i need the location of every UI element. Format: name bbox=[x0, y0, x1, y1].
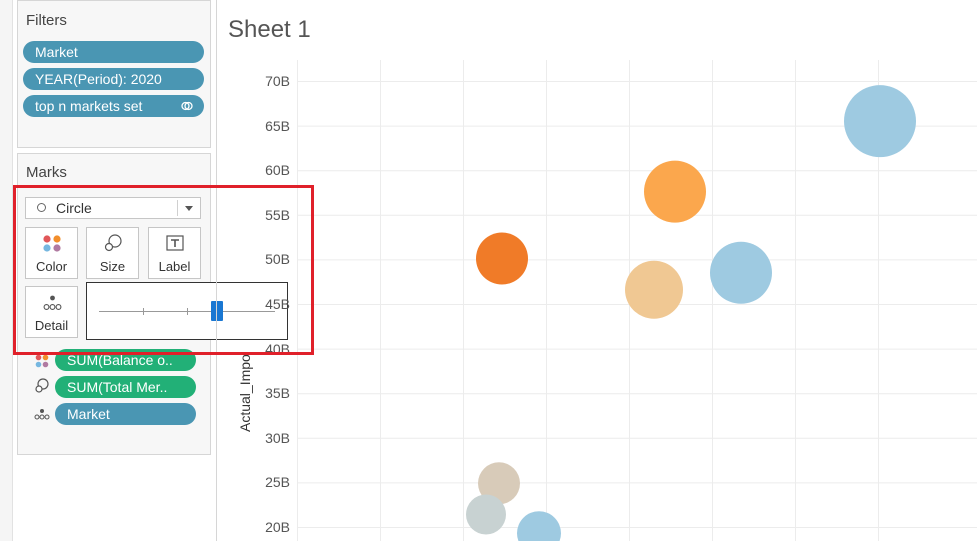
filter-pill-top-n-label: top n markets set bbox=[35, 98, 143, 114]
detail-button-label: Detail bbox=[34, 318, 69, 333]
y-tick-label: 35B bbox=[265, 385, 290, 402]
filter-pill-year[interactable]: YEAR(Period): 2020 bbox=[23, 68, 204, 90]
marks-title: Marks bbox=[26, 164, 67, 181]
filter-pill-market[interactable]: Market bbox=[23, 41, 204, 63]
text-label-icon bbox=[166, 235, 184, 251]
filter-pill-market-label: Market bbox=[35, 44, 78, 60]
detail-button[interactable]: Detail bbox=[25, 286, 78, 338]
filter-pill-top-n[interactable]: top n markets set bbox=[23, 95, 204, 117]
circle-icon bbox=[37, 203, 46, 212]
y-tick-label: 55B bbox=[265, 206, 290, 223]
scatter-point[interactable] bbox=[478, 462, 520, 505]
scatter-point[interactable] bbox=[844, 85, 916, 158]
sheet-title: Sheet 1 bbox=[228, 16, 311, 43]
detail-field-label: Market bbox=[67, 406, 110, 422]
size-button[interactable]: Size bbox=[86, 227, 139, 279]
chevron-down-icon bbox=[185, 206, 193, 211]
color-button[interactable]: Color bbox=[25, 227, 78, 279]
y-tick-label: 20B bbox=[265, 519, 290, 535]
scatter-point[interactable] bbox=[644, 160, 706, 223]
left-strip bbox=[0, 0, 13, 541]
scatter-plot bbox=[297, 60, 977, 541]
label-button[interactable]: Label bbox=[148, 227, 201, 279]
color-field-icon bbox=[35, 354, 49, 368]
scatter-point[interactable] bbox=[476, 232, 528, 285]
size-slider-popup bbox=[86, 282, 288, 340]
mark-type-label: Circle bbox=[56, 200, 92, 216]
y-tick-label: 65B bbox=[265, 117, 290, 134]
scatter-point[interactable] bbox=[625, 260, 683, 319]
y-axis-label: Actual_Impo bbox=[237, 354, 253, 432]
color-button-label: Color bbox=[35, 259, 68, 274]
size-icon bbox=[104, 234, 122, 252]
scatter-point[interactable] bbox=[466, 494, 506, 535]
detail-field-pill[interactable]: Market bbox=[55, 403, 196, 425]
size-slider-tick bbox=[187, 308, 188, 315]
view-divider bbox=[216, 0, 217, 541]
color-field-label: SUM(Balance o.. bbox=[67, 352, 173, 368]
y-tick-label: 45B bbox=[265, 296, 290, 312]
label-button-label: Label bbox=[158, 259, 191, 274]
highlight-box bbox=[13, 185, 314, 355]
size-field-icon bbox=[35, 378, 49, 393]
scatter-point[interactable] bbox=[710, 241, 772, 304]
size-field-pill[interactable]: SUM(Total Mer.. bbox=[55, 376, 196, 398]
filter-pill-year-label: YEAR(Period): 2020 bbox=[35, 71, 162, 87]
mark-type-dropdown[interactable]: Circle bbox=[25, 197, 201, 219]
dropdown-divider bbox=[177, 200, 178, 216]
color-icon bbox=[43, 235, 61, 252]
size-slider-tick bbox=[143, 308, 144, 315]
y-tick-label: 30B bbox=[265, 429, 290, 446]
size-button-label: Size bbox=[99, 259, 126, 274]
size-field-label: SUM(Total Mer.. bbox=[67, 379, 168, 395]
y-tick-label: 70B bbox=[265, 73, 290, 89]
scatter-point[interactable] bbox=[517, 511, 561, 541]
detail-icon bbox=[43, 295, 62, 310]
set-icon bbox=[181, 101, 193, 111]
y-tick-label: 50B bbox=[265, 251, 290, 268]
y-tick-label: 25B bbox=[265, 474, 290, 491]
y-tick-label: 60B bbox=[265, 162, 290, 179]
filters-title: Filters bbox=[26, 12, 67, 29]
detail-field-icon bbox=[34, 409, 50, 420]
